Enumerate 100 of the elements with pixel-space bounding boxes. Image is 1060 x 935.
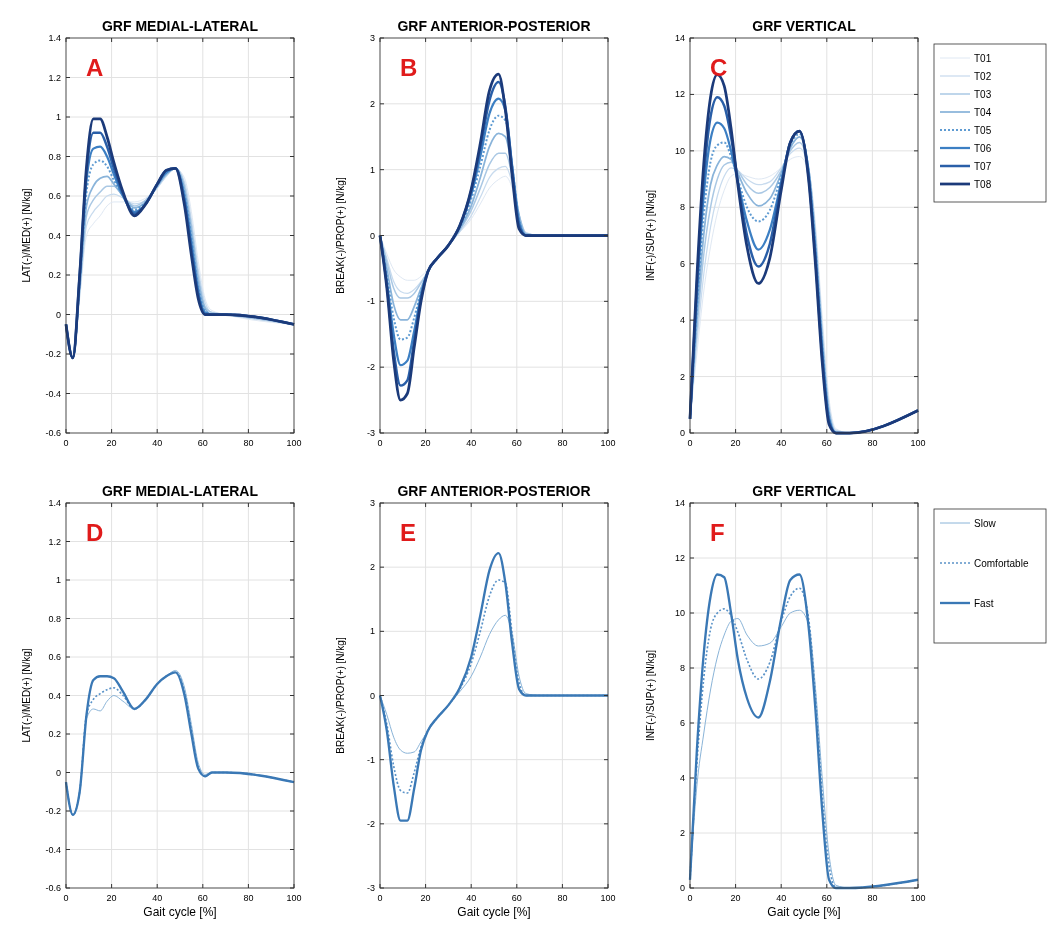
annotation: F — [710, 519, 725, 546]
y-tick-label: 1.4 — [48, 498, 61, 508]
y-tick-label: 0.4 — [48, 230, 61, 241]
x-tick-label: 20 — [730, 438, 741, 448]
x-tick-label: 20 — [420, 438, 431, 448]
y-tick-label: 1 — [55, 112, 61, 122]
chart-title: GRF ANTERIOR-POSTERIOR — [397, 18, 591, 34]
x-tick-label: 60 — [511, 893, 522, 903]
y-tick-label: 2 — [369, 562, 375, 573]
line-series — [378, 551, 610, 822]
legend-label: T01 — [974, 52, 992, 64]
y-tick-label: 3 — [369, 33, 375, 43]
y-tick-label: -2 — [366, 362, 375, 373]
y-tick-label: 6 — [679, 718, 685, 728]
y-tick-label: 0 — [369, 230, 375, 241]
x-tick-label: 40 — [152, 438, 163, 448]
y-tick-label: 1.4 — [48, 33, 61, 43]
y-tick-label: 3 — [369, 498, 375, 508]
y-axis-title: BREAK(-)/PROP(+) [N/kg] — [335, 637, 346, 754]
x-tick-label: 0 — [377, 893, 383, 903]
y-tick-label: -0.4 — [45, 388, 61, 399]
x-tick-label: 60 — [197, 893, 208, 903]
legend-label: T04 — [974, 106, 992, 118]
legend-label: T06 — [974, 142, 992, 154]
x-tick-label: 0 — [687, 438, 693, 448]
y-tick-label: 0 — [55, 309, 61, 320]
y-tick-label: 2 — [679, 371, 685, 382]
y-tick-label: 0 — [679, 883, 685, 893]
x-tick-label: 80 — [243, 893, 254, 903]
x-tick-label: 60 — [821, 893, 832, 903]
y-tick-label: 12 — [674, 89, 685, 100]
y-tick-label: -2 — [366, 818, 375, 829]
y-tick-label: 0 — [679, 428, 685, 438]
legend-label: T07 — [974, 160, 992, 172]
chart-title: GRF MEDIAL-LATERAL — [101, 18, 259, 34]
y-tick-label: 2 — [369, 98, 375, 109]
x-tick-label: 80 — [867, 438, 878, 448]
y-tick-label: 12 — [674, 553, 685, 563]
x-tick-label: 60 — [821, 438, 832, 448]
x-tick-label: 40 — [776, 893, 787, 903]
x-tick-label: 40 — [466, 893, 477, 903]
x-tick-label: 40 — [776, 438, 787, 448]
y-tick-label: -0.6 — [45, 883, 61, 893]
y-axis-title: LAT(-)/MED(+) [N/kg] — [21, 648, 32, 743]
y-tick-label: 0 — [55, 767, 61, 778]
x-tick-label: 40 — [152, 893, 163, 903]
y-tick-label: 1 — [55, 575, 61, 585]
y-axis-title: BREAK(-)/PROP(+) [N/kg] — [335, 177, 346, 294]
legend-label: Fast — [974, 597, 994, 609]
legend-label: T08 — [974, 178, 992, 190]
legend-label: Slow — [974, 517, 997, 529]
annotation: C — [710, 54, 728, 81]
y-tick-label: 10 — [674, 145, 685, 156]
y-tick-label: 0.8 — [48, 613, 61, 624]
annotation: D — [86, 519, 104, 546]
y-tick-label: 0.8 — [48, 151, 61, 162]
x-tick-label: 60 — [511, 438, 522, 448]
y-tick-label: 1 — [369, 164, 375, 175]
chart-title: GRF ANTERIOR-POSTERIOR — [397, 483, 591, 499]
y-tick-label: -0.2 — [45, 806, 61, 816]
chart-title: GRF VERTICAL — [752, 483, 857, 499]
x-axis-title: Gait cycle [%] — [457, 905, 531, 919]
x-tick-label: 20 — [420, 893, 431, 903]
y-tick-label: 10 — [674, 608, 685, 618]
y-tick-label: 14 — [674, 33, 685, 43]
y-tick-label: 8 — [679, 663, 685, 673]
legend-label: T03 — [974, 88, 992, 100]
y-tick-label: 4 — [679, 315, 685, 326]
y-tick-label: 1 — [369, 626, 375, 637]
y-tick-label: -0.6 — [45, 428, 61, 438]
x-axis-title: Gait cycle [%] — [143, 905, 217, 919]
x-tick-label: 60 — [197, 438, 208, 448]
legend-label: T05 — [974, 124, 992, 136]
chart-title: GRF VERTICAL — [752, 18, 857, 34]
x-tick-label: 100 — [600, 438, 616, 448]
y-tick-label: 1.2 — [48, 72, 61, 83]
y-tick-label: 2 — [679, 828, 685, 838]
annotation: B — [400, 54, 418, 81]
y-tick-label: 8 — [679, 202, 685, 213]
y-tick-label: -1 — [366, 754, 375, 765]
x-tick-label: 80 — [243, 438, 254, 448]
y-tick-label: 0.2 — [48, 270, 61, 280]
y-tick-label: -3 — [366, 883, 375, 893]
y-axis-title: INF(-)/SUP(+) [N/kg] — [645, 649, 656, 741]
x-tick-label: 80 — [867, 893, 878, 903]
x-tick-label: 40 — [466, 438, 477, 448]
y-tick-label: -1 — [366, 296, 375, 307]
y-tick-label: 0.2 — [48, 729, 61, 739]
x-tick-label: 100 — [286, 438, 302, 448]
x-tick-label: 20 — [730, 893, 741, 903]
x-tick-label: 100 — [910, 438, 926, 448]
annotation: E — [400, 519, 417, 546]
x-tick-label: 0 — [63, 893, 69, 903]
y-tick-label: -0.4 — [45, 844, 61, 855]
chart-title: GRF MEDIAL-LATERAL — [101, 483, 259, 499]
y-tick-label: -0.2 — [45, 349, 61, 359]
x-tick-label: 0 — [63, 438, 69, 448]
legend-label: Comfortable — [974, 557, 1029, 569]
x-tick-label: 80 — [557, 893, 568, 903]
x-tick-label: 0 — [377, 438, 383, 448]
